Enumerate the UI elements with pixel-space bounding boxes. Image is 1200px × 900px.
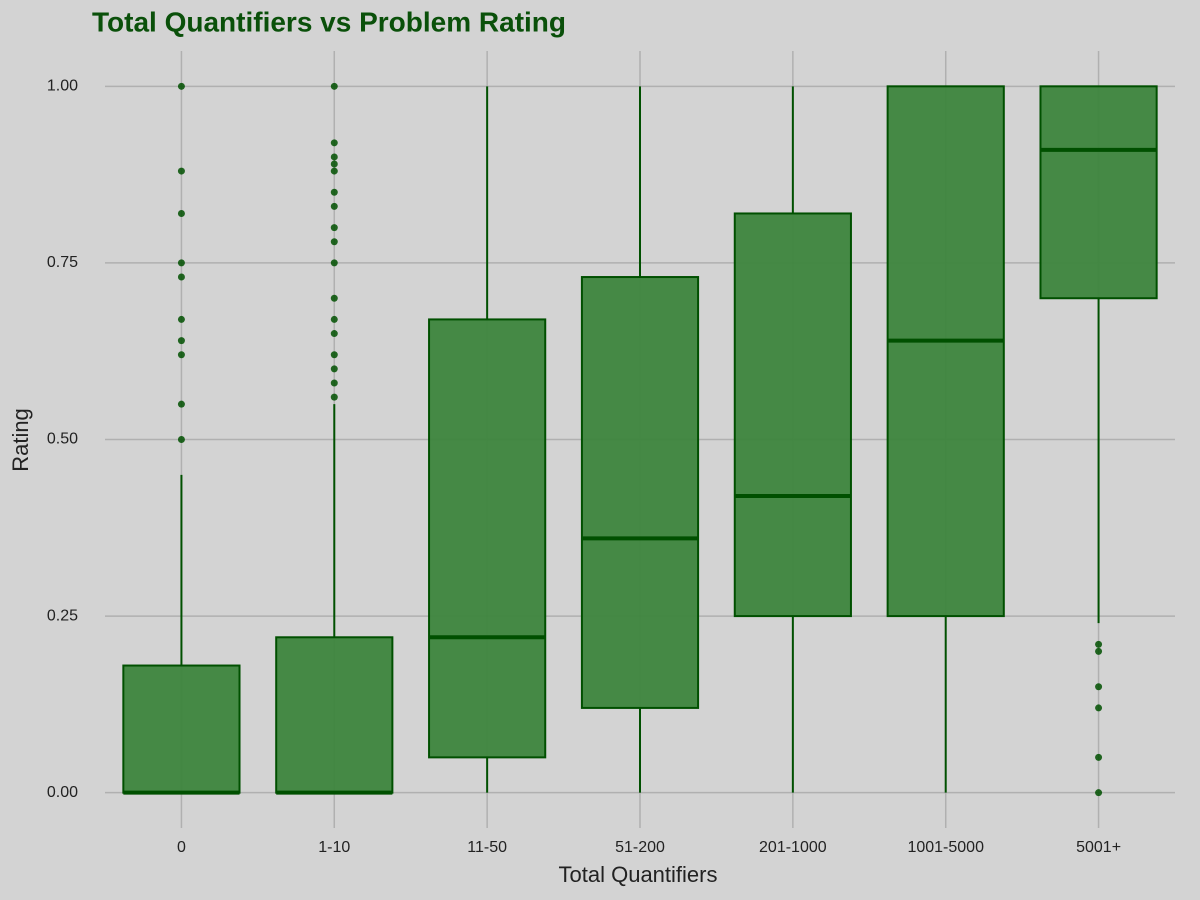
outlier [177, 273, 185, 281]
outlier [177, 82, 185, 90]
box [886, 85, 1005, 618]
outlier [177, 315, 185, 323]
outlier [330, 82, 338, 90]
x-tick-label: 11-50 [467, 839, 507, 856]
outlier [177, 167, 185, 175]
y-tick-label: 0.00 [47, 784, 78, 801]
x-tick-label: 51-200 [615, 839, 665, 856]
box [122, 664, 241, 794]
outlier [1095, 753, 1103, 761]
box [733, 212, 852, 618]
outlier [177, 400, 185, 408]
outlier [330, 202, 338, 210]
x-tick-label: 0 [177, 839, 186, 856]
outlier [177, 209, 185, 217]
outlier [330, 167, 338, 175]
outlier [330, 351, 338, 359]
x-axis-title: Total Quantifiers [559, 862, 718, 887]
outlier [330, 365, 338, 373]
outlier [330, 379, 338, 387]
y-tick-label: 0.25 [47, 607, 78, 624]
x-tick-label: 1-10 [318, 839, 350, 856]
outlier [330, 330, 338, 338]
outlier [1095, 647, 1103, 655]
outlier [1095, 683, 1103, 691]
chart-title: Total Quantifiers vs Problem Rating [92, 6, 566, 37]
outlier [330, 160, 338, 168]
box [1039, 85, 1158, 300]
outlier [177, 436, 185, 443]
outlier [330, 139, 338, 147]
outlier [330, 294, 338, 302]
outlier [330, 393, 338, 401]
outlier [330, 315, 338, 323]
y-axis-title: Rating [8, 408, 33, 472]
x-tick-label: 5001+ [1076, 839, 1121, 856]
x-tick-label: 1001-5000 [907, 839, 984, 856]
outlier [177, 337, 185, 345]
outlier [177, 259, 185, 267]
y-tick-label: 0.75 [47, 254, 78, 271]
box [275, 636, 394, 794]
outlier [1095, 789, 1103, 797]
outlier [330, 153, 338, 161]
y-tick-label: 1.00 [47, 78, 78, 95]
outlier [330, 238, 338, 246]
outlier [330, 259, 338, 267]
outlier [1095, 640, 1103, 648]
outlier [177, 351, 185, 359]
box [428, 318, 547, 759]
outlier [1095, 704, 1103, 712]
box [580, 276, 700, 709]
y-tick-label: 0.50 [47, 431, 78, 448]
outlier [330, 224, 338, 232]
x-tick-label: 201-1000 [759, 839, 827, 856]
outlier [330, 188, 338, 196]
